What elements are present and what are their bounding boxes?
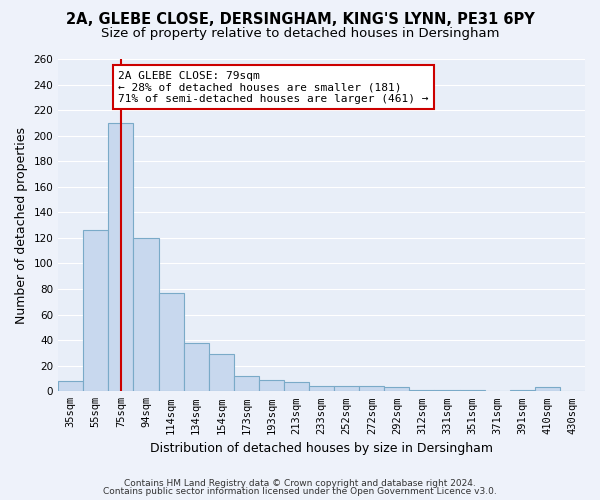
Bar — [284, 382, 309, 392]
Bar — [434, 390, 460, 392]
Bar — [234, 376, 259, 392]
Bar — [259, 380, 284, 392]
X-axis label: Distribution of detached houses by size in Dersingham: Distribution of detached houses by size … — [150, 442, 493, 455]
Bar — [409, 390, 434, 392]
Text: Size of property relative to detached houses in Dersingham: Size of property relative to detached ho… — [101, 28, 499, 40]
Bar — [460, 390, 485, 392]
Bar — [109, 123, 133, 392]
Bar — [58, 381, 83, 392]
Bar — [510, 390, 535, 392]
Bar — [334, 386, 359, 392]
Bar — [184, 342, 209, 392]
Bar — [309, 386, 334, 392]
Bar — [133, 238, 158, 392]
Bar — [158, 293, 184, 392]
Text: 2A, GLEBE CLOSE, DERSINGHAM, KING'S LYNN, PE31 6PY: 2A, GLEBE CLOSE, DERSINGHAM, KING'S LYNN… — [65, 12, 535, 28]
Bar — [535, 388, 560, 392]
Text: Contains public sector information licensed under the Open Government Licence v3: Contains public sector information licen… — [103, 487, 497, 496]
Text: 2A GLEBE CLOSE: 79sqm
← 28% of detached houses are smaller (181)
71% of semi-det: 2A GLEBE CLOSE: 79sqm ← 28% of detached … — [118, 70, 429, 104]
Text: Contains HM Land Registry data © Crown copyright and database right 2024.: Contains HM Land Registry data © Crown c… — [124, 478, 476, 488]
Bar — [83, 230, 109, 392]
Bar — [209, 354, 234, 392]
Bar — [359, 386, 385, 392]
Y-axis label: Number of detached properties: Number of detached properties — [15, 126, 28, 324]
Bar — [385, 388, 409, 392]
